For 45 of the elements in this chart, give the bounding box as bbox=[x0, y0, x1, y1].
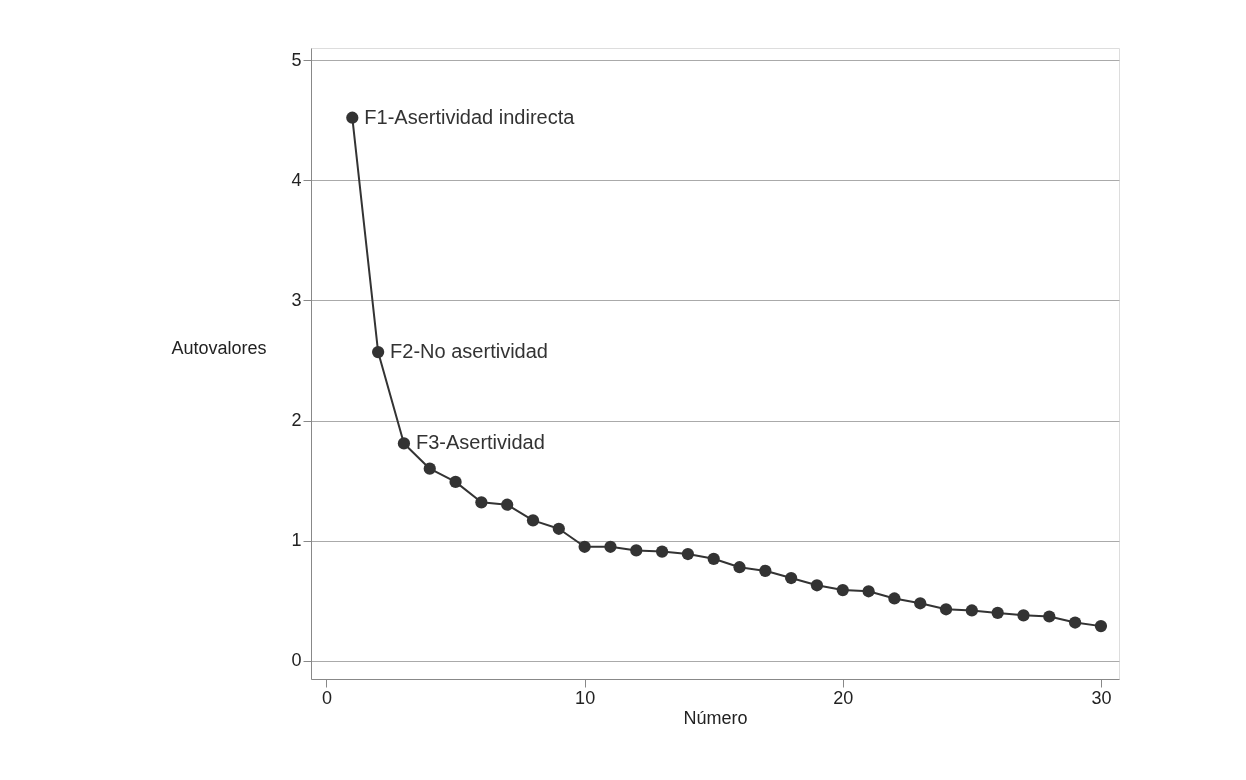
point bbox=[810, 579, 824, 592]
point bbox=[423, 462, 436, 475]
point bbox=[914, 597, 927, 610]
point bbox=[501, 498, 514, 511]
y-tick-label: 1 bbox=[291, 530, 302, 551]
x-tick-label: 10 bbox=[575, 687, 596, 708]
point bbox=[475, 496, 488, 509]
point bbox=[733, 561, 746, 574]
point bbox=[681, 547, 695, 561]
point bbox=[707, 552, 720, 565]
point bbox=[1043, 610, 1056, 623]
point bbox=[604, 540, 617, 553]
point bbox=[630, 544, 643, 557]
x-tick-label: 20 bbox=[833, 687, 854, 708]
y-axis-title: Autovalores bbox=[171, 337, 267, 358]
point bbox=[965, 604, 978, 617]
annotation: F1-Asertividad indirecta bbox=[364, 105, 576, 128]
point bbox=[578, 540, 591, 553]
x-tick-label: 0 bbox=[321, 687, 332, 708]
point bbox=[397, 437, 411, 450]
point bbox=[449, 475, 462, 488]
point bbox=[1068, 616, 1082, 629]
annotation: F2-No asertividad bbox=[390, 340, 548, 363]
point bbox=[759, 564, 772, 577]
point bbox=[552, 522, 565, 535]
point bbox=[888, 592, 901, 605]
point bbox=[785, 571, 798, 585]
point bbox=[1094, 620, 1108, 633]
y-tick-label: 5 bbox=[291, 49, 302, 70]
point bbox=[371, 345, 385, 359]
point bbox=[862, 585, 875, 598]
point bbox=[836, 583, 849, 597]
point bbox=[939, 603, 953, 616]
y-tick-label: 3 bbox=[291, 289, 302, 310]
y-tick-label: 4 bbox=[291, 169, 302, 190]
y-tick-label: 2 bbox=[291, 410, 302, 431]
x-tick-label: 30 bbox=[1091, 687, 1112, 708]
y-tick-label: 0 bbox=[291, 650, 302, 671]
point bbox=[346, 111, 359, 124]
annotation: F3-Asertividad bbox=[415, 431, 545, 454]
point bbox=[526, 514, 540, 527]
x-axis-title: Número bbox=[683, 707, 748, 728]
point bbox=[1017, 609, 1030, 622]
point bbox=[991, 606, 1004, 620]
point bbox=[655, 545, 669, 558]
